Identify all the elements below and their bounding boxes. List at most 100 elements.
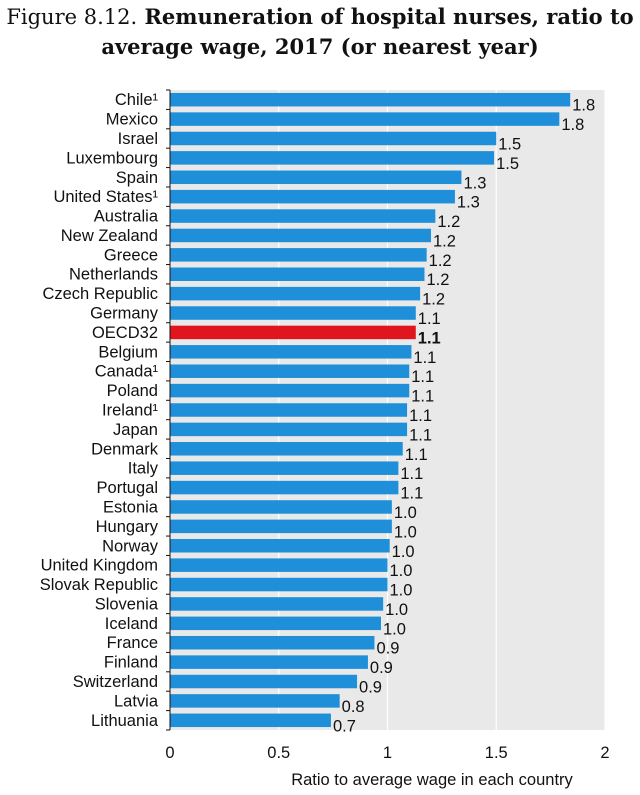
category-label: United States¹ (53, 188, 158, 206)
x-tick-label: 1 (383, 744, 392, 762)
bar (170, 694, 340, 708)
category-label: Latvia (114, 692, 159, 710)
category-label: Hungary (96, 518, 159, 536)
x-tick-label: 0.5 (267, 744, 290, 762)
bar (170, 267, 425, 281)
value-label: 1.0 (385, 601, 408, 619)
category-label: Spain (116, 169, 158, 187)
category-label: Switzerland (73, 673, 158, 691)
value-label: 0.9 (370, 659, 393, 677)
value-label: 1.8 (572, 97, 595, 115)
category-label: Czech Republic (42, 285, 158, 303)
title-line-2: average wage, 2017 (or nearest year) (101, 34, 539, 59)
category-label: Netherlands (69, 266, 158, 284)
bar (170, 170, 462, 185)
bar-highlight (170, 325, 416, 340)
figure-label: Figure 8.12. (6, 5, 138, 29)
bar (170, 228, 431, 243)
category-label: Portugal (97, 479, 158, 497)
value-label: 1.1 (405, 446, 428, 464)
category-label: Iceland (105, 615, 158, 633)
value-label: 1.1 (400, 485, 423, 503)
category-label: Canada¹ (95, 363, 159, 381)
bar (170, 189, 455, 204)
category-label: Lithuania (91, 712, 159, 730)
value-label: 1.1 (409, 407, 432, 425)
bar (170, 422, 408, 437)
category-label: France (107, 634, 158, 652)
bar (170, 345, 412, 359)
bar (170, 286, 421, 301)
bar (170, 558, 388, 572)
value-label: 0.7 (333, 717, 356, 735)
value-label: 1.2 (433, 232, 456, 250)
value-label: 1.1 (418, 310, 441, 328)
value-label: 1.8 (561, 116, 584, 134)
value-label: 1.0 (383, 620, 406, 638)
value-label: 0.9 (376, 640, 399, 658)
value-label: 0.9 (359, 679, 382, 697)
bar (170, 461, 399, 475)
value-label: 1.0 (390, 562, 413, 580)
category-label: Estonia (103, 498, 159, 516)
value-label: 1.1 (411, 368, 434, 386)
category-label: Belgium (98, 343, 158, 361)
bar (170, 577, 388, 592)
bar (170, 539, 390, 553)
category-label: Denmark (91, 440, 159, 458)
value-label: 1.0 (394, 504, 417, 522)
value-label: 1.1 (418, 329, 441, 347)
bar (170, 674, 358, 689)
category-label: Italy (128, 460, 159, 478)
category-label: Japan (113, 421, 158, 439)
category-label: Chile¹ (115, 91, 159, 109)
bar (170, 403, 408, 417)
bar (170, 112, 560, 126)
category-label: Finland (104, 654, 158, 672)
value-label: 1.5 (496, 155, 519, 173)
value-label: 1.2 (429, 252, 452, 270)
category-label: Germany (90, 305, 159, 323)
category-label: Poland (107, 382, 158, 400)
category-label: Australia (94, 208, 159, 226)
value-label: 1.0 (392, 543, 415, 561)
bar (170, 519, 392, 534)
value-label: 1.1 (413, 349, 436, 367)
bar (170, 92, 571, 107)
category-label: OECD32 (92, 324, 158, 342)
bar (170, 616, 381, 631)
bar (170, 655, 368, 669)
category-label: Slovak Republic (40, 576, 158, 594)
bar (170, 209, 436, 223)
bar (170, 597, 384, 611)
value-label: 1.3 (463, 174, 486, 192)
category-label: Ireland¹ (102, 402, 158, 420)
x-tick-label: 0 (165, 744, 174, 762)
x-tick-label: 1.5 (485, 744, 508, 762)
category-label: Slovenia (95, 595, 159, 613)
value-label: 1.1 (409, 426, 432, 444)
value-label: 1.0 (390, 582, 413, 600)
bar (170, 383, 410, 398)
category-label: United Kingdom (41, 557, 158, 575)
category-label: Israel (118, 130, 158, 148)
bar (170, 713, 331, 728)
bar (170, 131, 497, 146)
value-label: 1.2 (422, 291, 445, 309)
value-label: 0.8 (342, 698, 365, 716)
value-label: 1.2 (437, 213, 460, 231)
title-line-1: Remuneration of hospital nurses, ratio t… (144, 4, 634, 29)
value-label: 1.1 (411, 388, 434, 406)
category-label: Luxembourg (66, 149, 158, 167)
bar (170, 635, 375, 650)
value-label: 1.1 (400, 465, 423, 483)
bar (170, 151, 495, 165)
value-label: 1.2 (426, 271, 449, 289)
bar (170, 500, 392, 514)
category-label: Mexico (106, 111, 158, 129)
category-label: Greece (104, 246, 158, 264)
category-label: Norway (102, 537, 159, 555)
x-tick-label: 2 (600, 744, 609, 762)
bar (170, 306, 416, 320)
